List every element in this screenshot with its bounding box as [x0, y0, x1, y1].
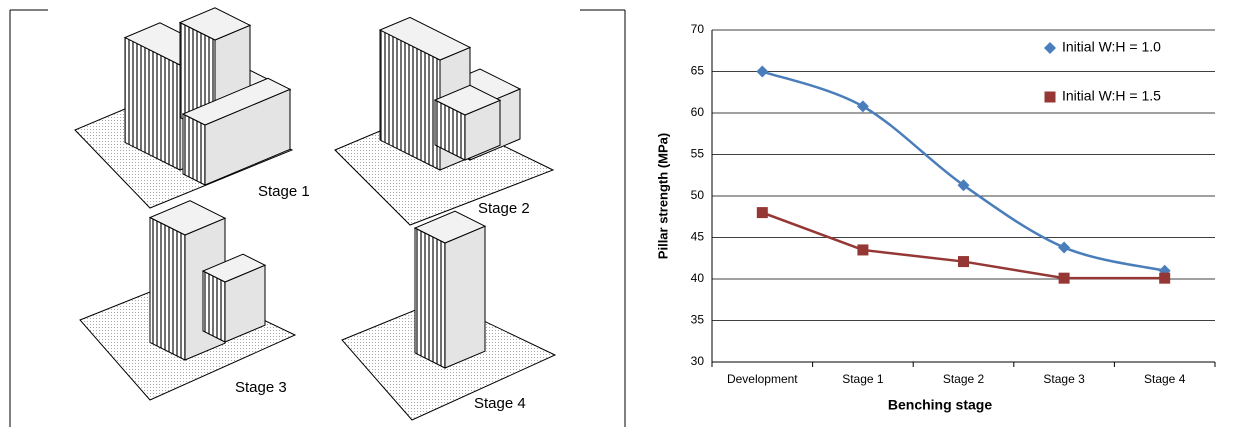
- y-tick-label: 35: [691, 313, 705, 327]
- marker: [857, 244, 868, 255]
- x-tick-label: Stage 3: [1043, 372, 1085, 386]
- block-face: [203, 271, 225, 342]
- legend-label: Initial W:H = 1.0: [1062, 39, 1161, 55]
- block-face: [150, 218, 185, 361]
- block-face: [183, 114, 205, 185]
- stage-label: Stage 1: [258, 183, 310, 200]
- y-tick-label: 50: [691, 188, 705, 202]
- y-tick-label: 60: [691, 105, 705, 119]
- x-tick-label: Stage 2: [943, 372, 985, 386]
- block-face: [415, 228, 445, 368]
- marker: [1058, 242, 1070, 254]
- y-tick-label: 45: [691, 230, 705, 244]
- marker: [757, 207, 768, 218]
- x-axis-label: Benching stage: [888, 397, 992, 413]
- x-tick-label: Development: [727, 372, 798, 386]
- legend-marker: [1044, 42, 1056, 54]
- y-tick-label: 55: [691, 147, 705, 161]
- x-tick-label: Stage 1: [842, 372, 884, 386]
- y-tick-label: 70: [691, 22, 705, 36]
- marker: [1059, 273, 1070, 284]
- y-tick-label: 65: [691, 64, 705, 78]
- marker: [857, 100, 869, 112]
- stage-label: Stage 3: [235, 379, 287, 396]
- marker: [958, 256, 969, 267]
- figure: Stage 1 Stage 2 Stage 3 Stage 4 Pillar s…: [0, 0, 1239, 427]
- series-line: [762, 213, 1164, 279]
- legend-label: Initial W:H = 1.5: [1062, 88, 1161, 104]
- legend-marker: [1045, 92, 1056, 103]
- marker: [756, 66, 768, 78]
- y-tick-label: 40: [691, 271, 705, 285]
- marker: [1159, 273, 1170, 284]
- stage-label: Stage 4: [474, 395, 526, 412]
- y-axis-label: Pillar strength (MPa): [655, 133, 670, 259]
- y-tick-label: 30: [691, 354, 705, 368]
- x-tick-label: Stage 4: [1144, 372, 1186, 386]
- block-face: [445, 226, 485, 368]
- stage-label: Stage 2: [478, 200, 530, 217]
- chart: Pillar strength (MPa) Benching stage 30 3…: [655, 22, 1215, 413]
